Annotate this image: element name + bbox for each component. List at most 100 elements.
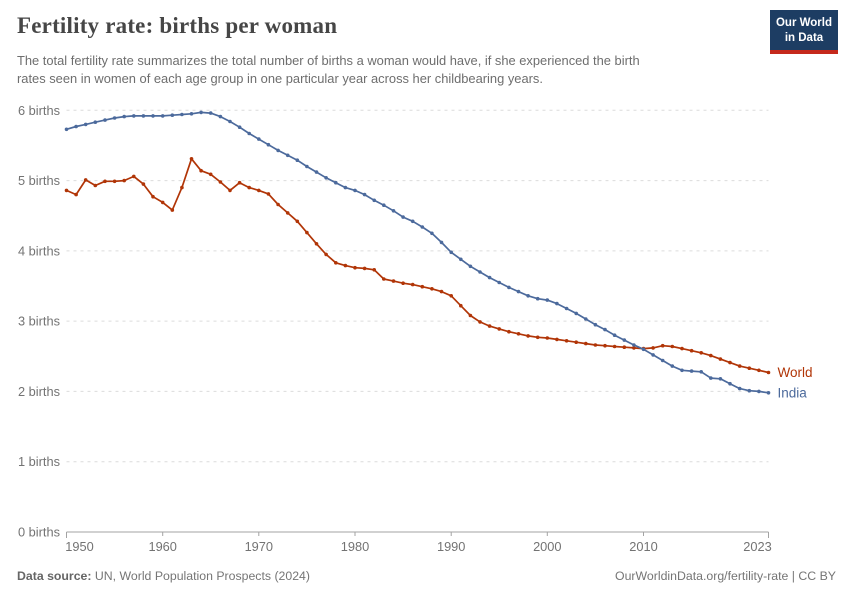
india-point[interactable] (372, 198, 377, 203)
world-point[interactable] (689, 348, 694, 353)
world-point[interactable] (680, 346, 684, 351)
india-point[interactable] (237, 125, 242, 129)
india-point[interactable] (603, 327, 607, 332)
world-point[interactable] (228, 188, 232, 193)
world-point[interactable] (439, 289, 444, 294)
world-point[interactable] (507, 329, 511, 334)
world-point[interactable] (362, 266, 367, 271)
world-point[interactable] (737, 364, 742, 368)
world-point[interactable] (757, 368, 761, 373)
india-point[interactable] (180, 112, 184, 117)
india-point[interactable] (74, 124, 78, 129)
india-point[interactable] (218, 114, 223, 119)
world-point[interactable] (247, 185, 251, 190)
india-point[interactable] (497, 280, 502, 285)
india-point[interactable] (632, 343, 636, 347)
india-point[interactable] (324, 176, 328, 180)
india-point[interactable] (228, 119, 232, 124)
world-point[interactable] (382, 277, 386, 281)
india-point[interactable] (564, 306, 569, 311)
world-point[interactable] (430, 287, 434, 291)
india-point[interactable] (747, 388, 752, 393)
world-point[interactable] (593, 343, 598, 347)
world-point[interactable] (660, 343, 665, 348)
world-point[interactable] (766, 370, 771, 375)
world-point[interactable] (218, 180, 223, 184)
india-point[interactable] (660, 358, 665, 363)
world-point[interactable] (170, 208, 175, 212)
india-point[interactable] (122, 114, 126, 119)
india-point[interactable] (737, 386, 742, 391)
world-point[interactable] (353, 265, 357, 270)
world-point[interactable] (180, 185, 184, 190)
world-point[interactable] (295, 219, 300, 224)
world-point[interactable] (266, 192, 271, 196)
world-point[interactable] (257, 188, 261, 193)
india-point[interactable] (670, 364, 675, 368)
world-point[interactable] (343, 263, 348, 268)
india-point[interactable] (391, 209, 396, 213)
india-point[interactable] (334, 180, 338, 185)
world-point[interactable] (199, 168, 203, 173)
world-line[interactable] (66, 157, 769, 374)
india-point[interactable] (83, 122, 88, 127)
world-point[interactable] (478, 320, 482, 324)
india-line[interactable] (66, 111, 769, 394)
world-point[interactable] (603, 343, 607, 348)
owid-logo[interactable]: Our World in Data (770, 10, 838, 54)
world-point[interactable] (151, 194, 155, 199)
india-point[interactable] (199, 110, 203, 115)
india-point[interactable] (257, 137, 261, 141)
india-point[interactable] (728, 381, 732, 386)
world-point[interactable] (208, 172, 213, 177)
license-credit-link[interactable]: OurWorldinData.org/fertility-rate | CC B… (615, 569, 836, 583)
world-point[interactable] (122, 178, 126, 183)
world-point[interactable] (449, 294, 454, 298)
world-point[interactable] (526, 334, 530, 338)
india-point[interactable] (353, 188, 357, 193)
world-point[interactable] (189, 157, 194, 161)
world-point[interactable] (132, 174, 136, 179)
world-point[interactable] (487, 324, 492, 328)
india-point[interactable] (343, 185, 348, 190)
india-point[interactable] (420, 225, 425, 229)
india-point[interactable] (699, 370, 703, 374)
india-point[interactable] (641, 347, 646, 352)
world-point[interactable] (459, 303, 463, 308)
world-point[interactable] (632, 346, 636, 350)
world-point[interactable] (160, 200, 165, 205)
india-point[interactable] (555, 301, 559, 306)
india-point[interactable] (689, 369, 694, 373)
world-point[interactable] (709, 353, 713, 358)
world-point[interactable] (468, 313, 473, 318)
world-point[interactable] (574, 340, 578, 345)
world-point[interactable] (141, 182, 146, 186)
world-point[interactable] (74, 192, 78, 197)
india-point[interactable] (93, 120, 98, 124)
world-point[interactable] (535, 335, 540, 340)
world-point[interactable] (564, 339, 569, 343)
world-point[interactable] (401, 281, 405, 286)
india-point[interactable] (305, 164, 309, 169)
india-point[interactable] (680, 368, 684, 373)
world-point[interactable] (699, 351, 703, 355)
india-point[interactable] (718, 377, 723, 381)
india-point[interactable] (285, 153, 290, 158)
india-point[interactable] (160, 114, 165, 118)
india-point[interactable] (112, 116, 117, 120)
india-point[interactable] (757, 389, 761, 394)
india-point[interactable] (622, 338, 627, 342)
world-point[interactable] (612, 344, 617, 349)
world-point[interactable] (728, 360, 732, 365)
world-point[interactable] (651, 346, 655, 350)
world-point[interactable] (83, 178, 88, 182)
india-point[interactable] (382, 203, 386, 207)
world-point[interactable] (112, 179, 117, 184)
india-point[interactable] (612, 333, 617, 338)
world-point[interactable] (555, 337, 559, 342)
india-point[interactable] (430, 231, 434, 236)
world-point[interactable] (622, 345, 627, 350)
india-point[interactable] (401, 215, 405, 219)
world-point[interactable] (391, 279, 396, 283)
